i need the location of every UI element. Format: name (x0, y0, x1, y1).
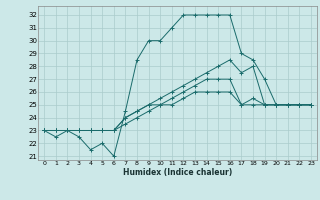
X-axis label: Humidex (Indice chaleur): Humidex (Indice chaleur) (123, 168, 232, 177)
